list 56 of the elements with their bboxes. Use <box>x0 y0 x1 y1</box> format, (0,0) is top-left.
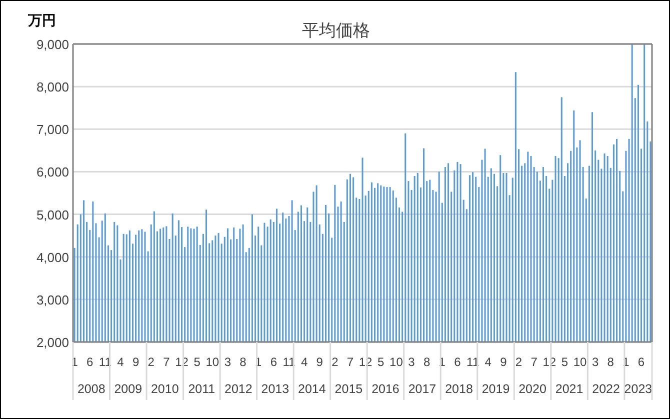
text: 2018 <box>445 382 473 396</box>
text: 2008 <box>77 382 106 396</box>
y-tick-label: 4,000 <box>36 250 69 265</box>
x-tick-label: 8 <box>607 355 614 369</box>
x-tick-label: 6 <box>638 355 645 369</box>
y-tick-label: 7,000 <box>36 122 69 138</box>
x-tick-label: 2 <box>148 355 155 369</box>
x-tick-label: 6 <box>454 355 462 369</box>
y-axis-title: 万円 <box>27 12 56 28</box>
y-tick-label: 9,000 <box>36 37 69 52</box>
text: 2013 <box>261 382 290 396</box>
x-tick-label: 3 <box>224 355 232 369</box>
x-tick-label: 3 <box>592 355 599 369</box>
x-tick-label: 6 <box>270 355 278 369</box>
x-tick-label: 9 <box>316 355 324 369</box>
x-tick-label: 4 <box>484 355 492 369</box>
x-tick-label: 4 <box>300 355 308 369</box>
x-tick-label: 9 <box>132 355 140 369</box>
x-tick-label: 10 <box>573 355 587 369</box>
x-tick-label: 3 <box>408 355 416 369</box>
x-tick-label: 7 <box>163 355 170 369</box>
x-tick-label: 10 <box>390 355 404 369</box>
x-tick-label: 11 <box>282 355 296 369</box>
x-tick-label: 2 <box>332 355 339 369</box>
text: 2019 <box>482 382 510 396</box>
text: 2009 <box>114 382 142 396</box>
text: 2011 <box>188 382 216 396</box>
y-tick-label: 3,000 <box>36 292 69 308</box>
x-tick-label: 7 <box>346 355 354 369</box>
x-tick-label: 5 <box>561 355 568 369</box>
y-tick-label: 5,000 <box>36 207 69 222</box>
x-tick-label: 6 <box>86 355 94 369</box>
text: 2021 <box>555 382 584 396</box>
x-tick-label: 8 <box>423 355 430 369</box>
x-tick-label: 7 <box>530 355 538 369</box>
text: 2012 <box>224 382 252 396</box>
text: 2017 <box>408 382 436 396</box>
text: 2014 <box>298 382 326 396</box>
text: 2016 <box>372 382 400 396</box>
y-tick-label: 6,000 <box>36 164 69 180</box>
x-tick-label: 11 <box>466 355 480 369</box>
x-tick-label: 8 <box>240 355 247 369</box>
text: 2015 <box>334 382 363 396</box>
x-tick-label: 9 <box>500 355 508 369</box>
x-tick-label: 5 <box>194 355 201 369</box>
x-tick-label: 10 <box>206 355 220 369</box>
y-tick-label: 8,000 <box>36 80 69 95</box>
text: 2023 <box>624 382 652 396</box>
text: 2020 <box>518 382 546 396</box>
x-tick-label: 4 <box>117 355 124 369</box>
text: 2022 <box>592 382 620 396</box>
x-tick-label: 5 <box>378 355 385 369</box>
chart-title: 平均価格 <box>302 21 370 40</box>
text: 2010 <box>151 382 179 396</box>
y-tick-label: 2,000 <box>36 335 69 350</box>
x-tick-label: 2 <box>515 355 522 369</box>
